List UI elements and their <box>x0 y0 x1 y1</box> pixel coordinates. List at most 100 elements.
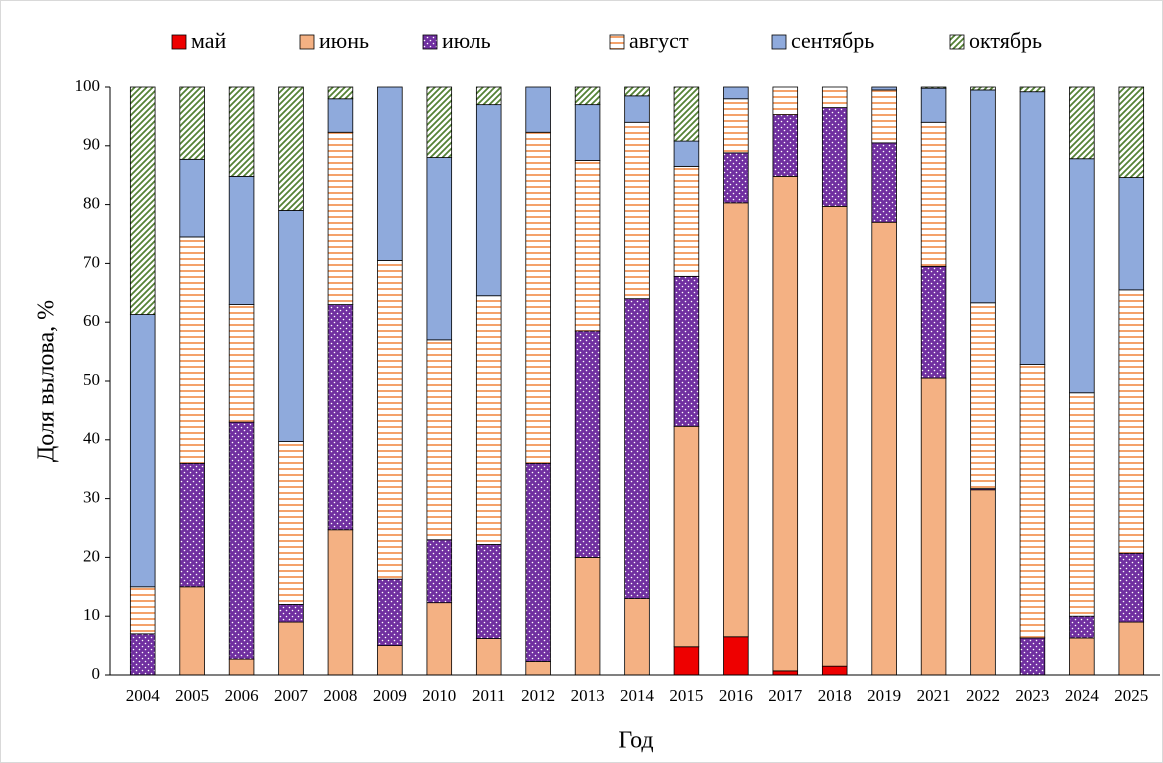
bar-segment <box>129 633 156 676</box>
bar-segment <box>574 557 601 676</box>
bar-segment <box>327 131 354 305</box>
bar-segment <box>228 658 255 676</box>
bar-segment <box>1019 91 1046 365</box>
bar-segment <box>525 131 551 464</box>
x-tick-label: 2016 <box>719 686 753 705</box>
bar-segment <box>179 158 205 238</box>
bar-segment <box>772 175 799 672</box>
y-tick-label: 60 <box>83 311 100 330</box>
bar-segment <box>278 621 304 676</box>
bar-segment <box>673 165 700 277</box>
bar-segment <box>574 86 601 106</box>
bar-segment <box>475 86 502 106</box>
x-tick-label: 2021 <box>917 686 951 705</box>
bar-segment <box>426 157 453 341</box>
bar-segment <box>920 377 947 676</box>
x-tick-label: 2015 <box>669 686 703 705</box>
x-tick-label: 2012 <box>521 686 555 705</box>
bar-segment <box>723 202 749 638</box>
bar-segment <box>624 86 650 97</box>
x-tick-label: 2011 <box>472 686 505 705</box>
bar-segment <box>278 210 304 442</box>
bar-segment <box>624 298 650 599</box>
bar-segment <box>426 539 453 604</box>
bar-segment <box>129 314 156 588</box>
bar-segment <box>129 86 156 315</box>
bar-segment <box>920 265 947 379</box>
bar-segment <box>920 86 947 89</box>
bar-segment <box>327 98 354 133</box>
bar-segment <box>772 670 799 676</box>
legend-swatch <box>171 34 187 50</box>
bar-segment <box>821 205 848 667</box>
x-tick-label: 2013 <box>571 686 605 705</box>
bar-segment <box>525 462 551 662</box>
bar-segment <box>970 489 996 676</box>
x-tick-label: 2010 <box>422 686 456 705</box>
legend-text: май <box>191 28 227 53</box>
x-tick-label: 2009 <box>373 686 407 705</box>
bar-segment <box>1019 637 1046 676</box>
legend-text: август <box>629 28 689 53</box>
bar-segment <box>228 304 255 423</box>
bar-segment <box>673 86 700 142</box>
bar-segment <box>871 89 897 144</box>
x-tick-label: 2024 <box>1065 686 1100 705</box>
bar-segment <box>377 645 403 676</box>
bar-segment <box>475 104 502 297</box>
legend-text: июнь <box>319 28 369 53</box>
y-tick-label: 70 <box>83 252 100 271</box>
y-tick-label: 100 <box>75 76 101 95</box>
legend-swatch <box>949 34 965 50</box>
x-tick-label: 2019 <box>867 686 901 705</box>
bar-segment <box>179 586 205 676</box>
bar-segment <box>673 425 700 648</box>
legend-swatch <box>609 34 625 50</box>
bar-segment <box>525 661 551 676</box>
bar-segment <box>821 107 848 207</box>
bar-segment <box>673 275 700 427</box>
legend-text: июль <box>442 28 491 53</box>
bar-segment <box>1069 392 1095 617</box>
legend-swatch <box>422 34 438 50</box>
bar-segment <box>426 86 453 158</box>
bar-segment <box>970 89 996 304</box>
bar-segment <box>871 221 897 676</box>
bar-segment <box>475 295 502 545</box>
bar-segment <box>1019 364 1046 639</box>
x-tick-label: 2006 <box>225 686 259 705</box>
bar-segment <box>723 86 749 100</box>
bar-segment <box>179 236 205 464</box>
y-tick-label: 90 <box>83 135 100 154</box>
bar-segment <box>377 86 403 261</box>
legend-swatch <box>299 34 315 50</box>
x-tick-label: 2018 <box>818 686 852 705</box>
legend-swatch <box>771 34 787 50</box>
bar-segment <box>377 260 403 580</box>
x-tick-label: 2007 <box>274 686 309 705</box>
bar-segment <box>574 330 601 558</box>
bar-segment <box>821 665 848 676</box>
bar-segment <box>228 421 255 660</box>
bar-segment <box>327 529 354 676</box>
y-tick-label: 30 <box>83 488 100 507</box>
bar-segment <box>821 86 848 108</box>
y-tick-label: 50 <box>83 370 100 389</box>
bar-segment <box>673 646 700 676</box>
bar-segment <box>1118 177 1145 291</box>
bar-segment <box>624 121 650 300</box>
bar-segment <box>1118 289 1145 554</box>
bar-segment <box>475 544 502 639</box>
bar-segment <box>228 86 255 177</box>
bar-segment <box>772 114 799 177</box>
y-tick-label: 10 <box>83 605 100 624</box>
y-axis-title: Доля вылова, % <box>34 300 60 462</box>
bar-segment <box>327 304 354 531</box>
x-tick-label: 2017 <box>768 686 803 705</box>
bar-segment <box>525 86 551 133</box>
bar-segment <box>426 339 453 541</box>
bar-segment <box>723 152 749 204</box>
bar-segment <box>426 602 453 676</box>
bar-segment <box>1019 86 1046 93</box>
